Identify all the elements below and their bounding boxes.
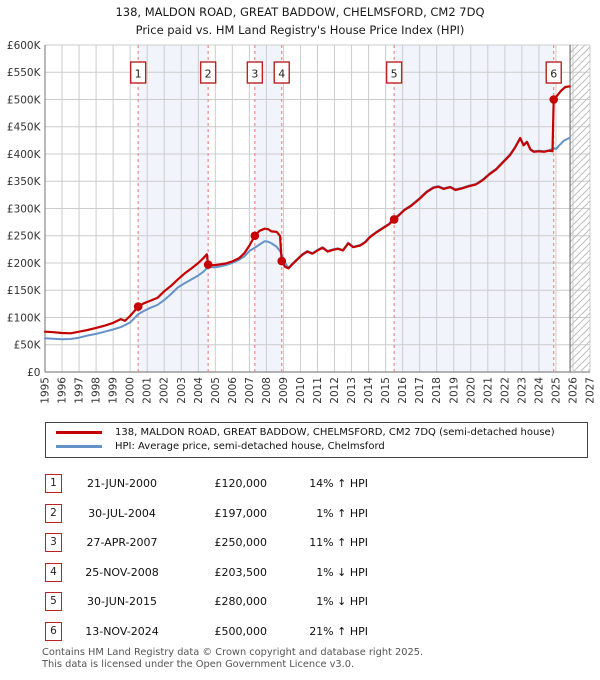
svg-text:2013: 2013 — [346, 377, 358, 404]
svg-text:2025: 2025 — [550, 377, 562, 404]
price-history-chart: 1 2 3 4 5 6 £0 £50K £100K £150K £200K £250K £300K £35… — [7, 40, 597, 404]
svg-text:£150K: £150K — [7, 285, 42, 297]
hpi-line-swatch — [56, 444, 102, 448]
page-subtitle: Price paid vs. HM Land Registry's House … — [135, 23, 465, 37]
transaction-hpi-comparison: 14% ↑ HPI — [309, 477, 368, 490]
svg-text:2007: 2007 — [244, 377, 256, 404]
transaction-price: £203,500 — [214, 565, 268, 579]
transaction-row: 4 25-NOV-2008 £203,500 1% ↓ HPI — [45, 562, 368, 582]
transaction-price: £250,000 — [214, 536, 268, 550]
svg-text:2008: 2008 — [261, 377, 273, 404]
legend-row-property: 138, MALDON ROAD, GREAT BADDOW, CHELMSFO… — [46, 425, 587, 439]
svg-text:2009: 2009 — [278, 377, 290, 404]
transaction-number-badge: 6 — [45, 621, 62, 641]
svg-text:2005: 2005 — [210, 377, 222, 404]
transaction-price: £197,000 — [214, 506, 268, 520]
transaction-row: 3 27-APR-2007 £250,000 11% ↑ HPI — [45, 533, 368, 553]
svg-text:1997: 1997 — [74, 377, 86, 404]
svg-text:6: 6 — [550, 68, 557, 81]
transaction-number-badge: 1 — [45, 474, 62, 493]
svg-text:2004: 2004 — [193, 377, 205, 404]
transaction-hpi-comparison: 1% ↓ HPI — [316, 565, 368, 579]
legend-row-hpi: HPI: Average price, semi-detached house,… — [46, 439, 587, 453]
svg-text:2001: 2001 — [142, 377, 154, 404]
svg-text:£400K: £400K — [7, 149, 42, 161]
svg-text:2011: 2011 — [312, 377, 324, 404]
svg-text:2020: 2020 — [465, 377, 477, 404]
transaction-date: 25-NOV-2008 — [85, 565, 159, 579]
transaction-price: £120,000 — [214, 477, 268, 490]
svg-text:2002: 2002 — [159, 377, 171, 404]
transaction-row: 5 30-JUN-2015 £280,000 1% ↓ HPI — [45, 592, 368, 612]
svg-text:2016: 2016 — [397, 377, 409, 404]
transaction-hpi-comparison: 21% ↑ HPI — [309, 624, 368, 638]
svg-text:1996: 1996 — [57, 377, 69, 404]
transaction-number-badge: 4 — [45, 562, 62, 582]
transaction-row: 1 21-JUN-2000 £120,000 14% ↑ HPI — [45, 474, 368, 493]
copyright-footer: Contains HM Land Registry data © Crown c… — [42, 647, 423, 670]
svg-text:1999: 1999 — [108, 377, 120, 404]
svg-text:2017: 2017 — [414, 377, 426, 404]
svg-text:£500K: £500K — [7, 94, 42, 106]
svg-text:1998: 1998 — [91, 377, 103, 404]
footer-line-1: Contains HM Land Registry data © Crown c… — [42, 647, 424, 658]
svg-text:£50K: £50K — [14, 340, 42, 352]
svg-text:1995: 1995 — [40, 377, 52, 404]
sales-table: 1 21-JUN-2000 £120,000 14% ↑ HPI 2 30-JU… — [45, 474, 368, 652]
svg-text:2027: 2027 — [585, 377, 597, 404]
transaction-price: £500,000 — [214, 624, 268, 638]
svg-text:£250K: £250K — [7, 231, 42, 243]
svg-text:2: 2 — [205, 68, 212, 81]
transaction-number-badge: 5 — [45, 592, 62, 612]
property-line-swatch — [56, 430, 102, 434]
transaction-date: 27-APR-2007 — [86, 536, 158, 550]
svg-text:£350K: £350K — [7, 176, 42, 188]
svg-text:2006: 2006 — [227, 377, 239, 404]
transaction-hpi-comparison: 1% ↓ HPI — [316, 595, 368, 609]
footer-line-2: This data is licensed under the Open Gov… — [42, 658, 355, 670]
svg-text:2021: 2021 — [482, 377, 494, 404]
svg-text:2022: 2022 — [499, 377, 511, 404]
svg-text:2003: 2003 — [176, 377, 188, 404]
svg-text:4: 4 — [278, 68, 285, 81]
transaction-number-badge: 3 — [45, 533, 62, 553]
transaction-number-badge: 2 — [45, 503, 62, 523]
svg-text:1: 1 — [135, 68, 142, 81]
svg-text:2012: 2012 — [329, 377, 341, 404]
svg-text:£300K: £300K — [7, 203, 42, 215]
transaction-date: 30-JUN-2015 — [86, 595, 158, 609]
svg-text:£450K: £450K — [7, 122, 42, 134]
transaction-date: 30-JUL-2004 — [88, 506, 156, 520]
svg-text:£600K: £600K — [7, 40, 42, 52]
svg-text:2014: 2014 — [363, 377, 375, 404]
svg-text:2015: 2015 — [380, 377, 392, 404]
svg-text:2019: 2019 — [448, 377, 460, 404]
transaction-hpi-comparison: 1% ↑ HPI — [316, 506, 368, 520]
transaction-date: 13-NOV-2024 — [85, 624, 159, 638]
transaction-price: £280,000 — [214, 595, 268, 609]
chart-legend: 138, MALDON ROAD, GREAT BADDOW, CHELMSFO… — [45, 422, 588, 458]
transaction-hpi-comparison: 11% ↑ HPI — [309, 536, 368, 550]
transaction-row: 2 30-JUL-2004 £197,000 1% ↑ HPI — [45, 503, 368, 523]
svg-text:£0: £0 — [27, 367, 40, 379]
svg-text:£100K: £100K — [7, 312, 42, 324]
svg-text:£200K: £200K — [7, 258, 42, 270]
svg-text:5: 5 — [391, 68, 398, 81]
property-legend-label: 138, MALDON ROAD, GREAT BADDOW, CHELMSFO… — [115, 426, 555, 438]
page-title: 138, MALDON ROAD, GREAT BADDOW, CHELMSFO… — [115, 5, 485, 19]
svg-text:2024: 2024 — [533, 377, 545, 404]
svg-text:2000: 2000 — [125, 377, 137, 404]
svg-text:2018: 2018 — [431, 377, 443, 404]
transaction-row: 6 13-NOV-2024 £500,000 21% ↑ HPI — [45, 621, 368, 641]
svg-text:£550K: £550K — [7, 67, 42, 79]
transaction-date: 21-JUN-2000 — [86, 477, 158, 490]
svg-text:3: 3 — [251, 68, 258, 81]
svg-text:2010: 2010 — [295, 377, 307, 404]
svg-text:2026: 2026 — [567, 377, 579, 404]
svg-text:2023: 2023 — [516, 377, 528, 404]
hpi-legend-label: HPI: Average price, semi-detached house,… — [115, 440, 385, 452]
